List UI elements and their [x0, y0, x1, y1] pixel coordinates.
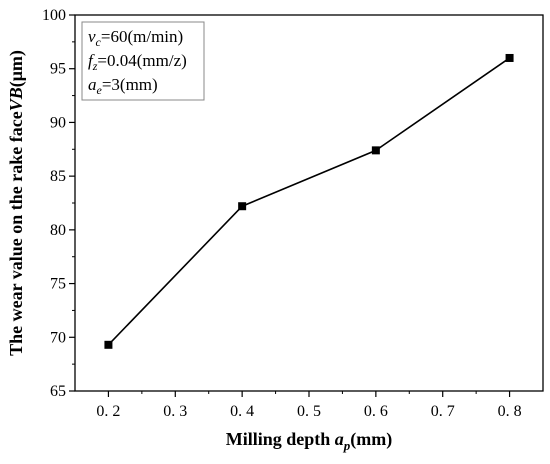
x-tick-label: 0. 5: [297, 403, 321, 420]
y-tick-label: 100: [42, 7, 66, 24]
y-tick-label: 95: [50, 61, 66, 78]
y-tick-label: 70: [50, 329, 66, 346]
series-line: [104, 53, 514, 349]
y-tick-label: 85: [50, 168, 66, 185]
y-axis-title: The wear value on the rake faceVB(μm): [6, 50, 27, 356]
annotation-cutting-speed: vc=60(m/min): [88, 27, 183, 49]
y-tick-label: 80: [50, 222, 66, 239]
data-point-marker: [104, 340, 113, 349]
x-tick-label: 0. 4: [230, 403, 254, 420]
data-point-marker: [505, 53, 514, 62]
data-point-marker: [238, 202, 247, 211]
series-polyline: [107, 57, 511, 346]
x-tick-label: 0. 7: [431, 403, 455, 420]
y-tick-label: 75: [50, 276, 66, 293]
annotation-milling-width: ae=3(mm): [88, 75, 158, 97]
x-tick-label: 0. 2: [96, 403, 120, 420]
x-tick-label: 0. 8: [498, 403, 522, 420]
x-axis-title: Milling depth ap(mm): [226, 429, 393, 453]
y-tick-label: 90: [50, 114, 66, 131]
x-tick-label: 0. 6: [364, 403, 388, 420]
x-axis-ticks: 0. 2 0. 3 0. 4 0. 5 0. 6 0. 7 0. 8: [96, 391, 522, 420]
y-axis-ticks: 65 70 75 80 85 90 95 100: [42, 7, 75, 400]
x-tick-label: 0. 3: [163, 403, 187, 420]
y-tick-label: 65: [50, 383, 66, 400]
annotation-feed-per-tooth: fz=0.04(mm/z): [88, 51, 187, 73]
annotation-box: [81, 21, 205, 101]
data-point-marker: [371, 146, 380, 155]
